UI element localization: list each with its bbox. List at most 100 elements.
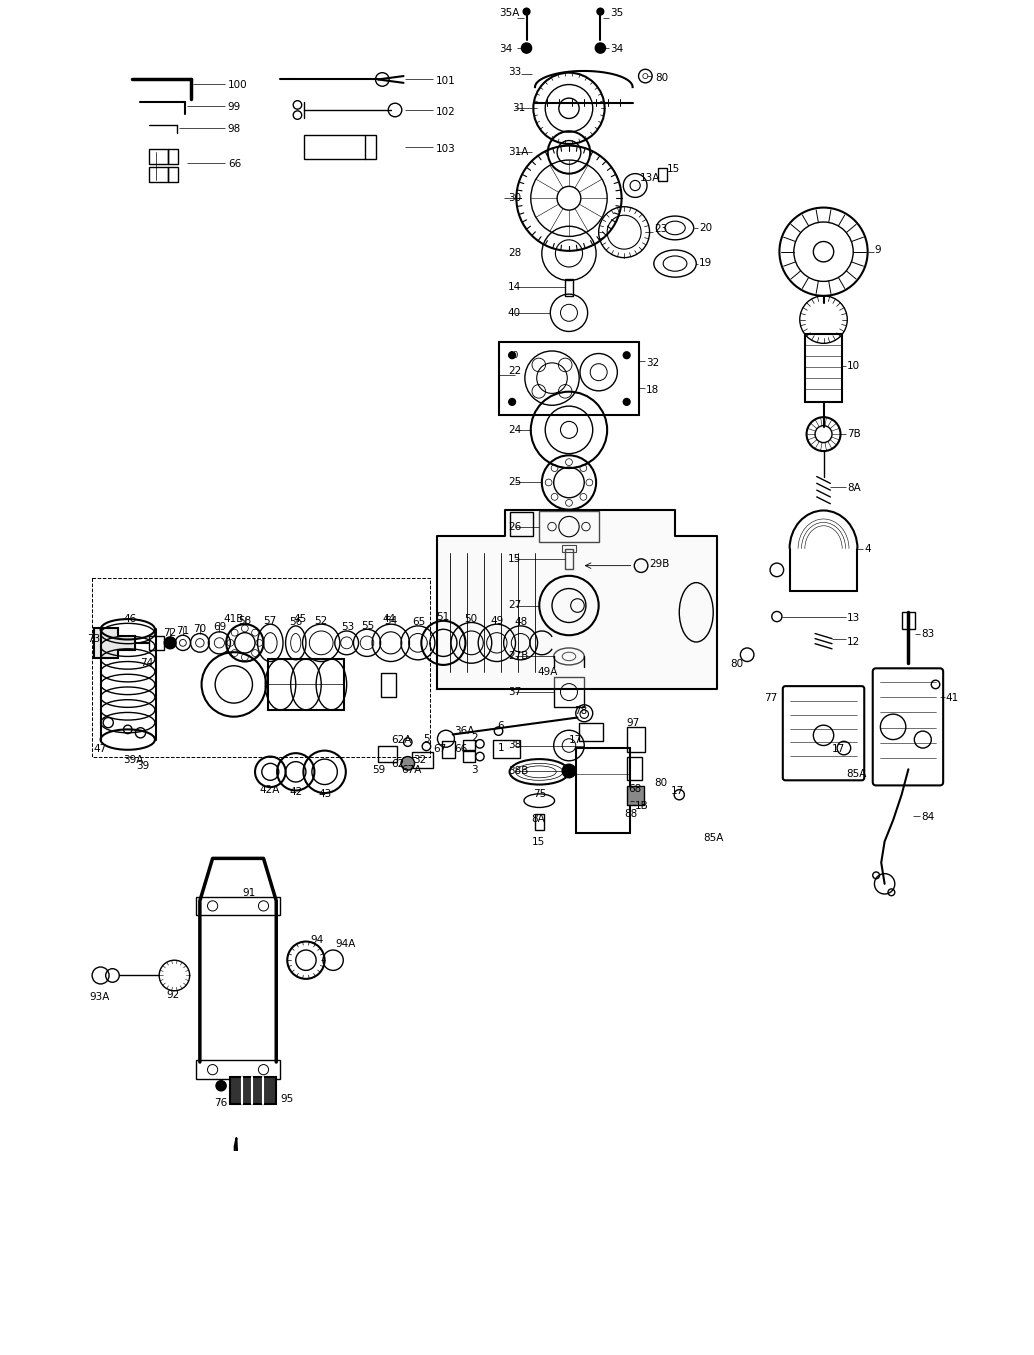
Text: 102: 102	[435, 107, 456, 117]
Text: 94: 94	[310, 935, 324, 944]
Text: 34: 34	[610, 43, 622, 54]
Circle shape	[216, 1081, 226, 1091]
Text: 76: 76	[214, 1098, 227, 1107]
Text: 6: 6	[497, 721, 504, 730]
Text: 1B: 1B	[635, 801, 649, 810]
Text: 99: 99	[227, 103, 241, 112]
Polygon shape	[437, 511, 718, 688]
Circle shape	[597, 8, 604, 15]
Text: 45: 45	[294, 614, 306, 625]
Text: 85A: 85A	[847, 770, 866, 779]
Text: 31: 31	[512, 103, 525, 114]
Text: 53: 53	[341, 622, 354, 633]
Text: 49: 49	[490, 615, 504, 626]
Bar	[553, 676, 584, 707]
Text: 38: 38	[508, 740, 521, 751]
Text: 17: 17	[671, 786, 685, 797]
Text: 101: 101	[435, 76, 456, 87]
Text: 5: 5	[423, 734, 430, 744]
Text: 103: 103	[435, 144, 456, 154]
Text: 23: 23	[653, 224, 667, 233]
Text: 17: 17	[832, 744, 845, 753]
Text: 55: 55	[361, 621, 374, 631]
Text: 31A: 31A	[508, 148, 528, 157]
Text: 33: 33	[508, 66, 521, 77]
Text: 30: 30	[508, 194, 521, 203]
Polygon shape	[235, 1138, 262, 1355]
Text: 98: 98	[227, 125, 241, 134]
Text: 48: 48	[515, 618, 528, 627]
Text: 36A: 36A	[454, 726, 475, 736]
Text: 66: 66	[454, 744, 467, 753]
Text: 80: 80	[656, 73, 669, 83]
Text: 92: 92	[165, 991, 179, 1000]
Text: 13: 13	[847, 614, 860, 623]
Circle shape	[521, 43, 531, 53]
Bar	[195, 1061, 280, 1079]
Text: 42A: 42A	[260, 785, 279, 794]
Circle shape	[509, 352, 516, 359]
Bar	[627, 786, 643, 805]
Text: 14: 14	[508, 282, 521, 293]
Text: 100: 100	[227, 80, 247, 91]
Text: 2: 2	[472, 733, 478, 743]
Text: 43: 43	[318, 789, 332, 799]
Bar	[463, 740, 475, 749]
Bar	[168, 167, 178, 182]
Text: 9: 9	[875, 245, 881, 255]
Text: 1: 1	[497, 743, 505, 753]
Bar	[627, 726, 645, 752]
Text: 18: 18	[646, 385, 660, 394]
Text: 7B: 7B	[847, 430, 861, 439]
Bar	[304, 136, 376, 159]
Bar	[442, 741, 455, 759]
Bar	[627, 756, 642, 780]
Text: 19: 19	[699, 259, 712, 268]
Bar	[92, 579, 430, 756]
Circle shape	[562, 764, 576, 778]
Circle shape	[164, 637, 176, 649]
Bar	[195, 897, 280, 915]
Bar	[149, 149, 168, 164]
Text: 28: 28	[508, 248, 521, 259]
Text: 54: 54	[384, 615, 397, 626]
Text: 67: 67	[433, 744, 447, 753]
Text: 62: 62	[391, 759, 404, 770]
Text: 75: 75	[534, 789, 547, 799]
Text: 24: 24	[508, 424, 521, 435]
Circle shape	[624, 352, 630, 359]
Text: 25: 25	[508, 477, 521, 488]
Text: 41: 41	[946, 692, 959, 703]
Text: 42: 42	[288, 787, 302, 797]
Polygon shape	[94, 627, 134, 659]
Text: 91: 91	[242, 888, 255, 898]
Text: 77: 77	[764, 692, 778, 703]
Text: 73: 73	[87, 634, 100, 645]
Text: 46: 46	[123, 614, 136, 625]
Circle shape	[624, 398, 630, 405]
Text: 58: 58	[238, 615, 251, 626]
Text: 8A: 8A	[847, 484, 861, 493]
Text: 88: 88	[625, 809, 637, 820]
Bar	[412, 752, 433, 767]
Bar	[902, 612, 915, 629]
Bar	[576, 748, 630, 833]
Bar	[804, 333, 842, 402]
Bar	[268, 659, 344, 710]
Text: 32: 32	[413, 755, 426, 764]
Text: 40: 40	[508, 351, 519, 360]
Text: 32: 32	[646, 358, 660, 367]
Circle shape	[523, 8, 530, 15]
Circle shape	[401, 756, 415, 770]
Text: 15: 15	[508, 554, 521, 564]
Bar	[565, 279, 573, 295]
Text: 15: 15	[531, 837, 545, 847]
Text: 78: 78	[574, 706, 587, 715]
Bar	[149, 635, 164, 649]
Text: 72: 72	[163, 627, 177, 638]
Text: 4: 4	[864, 545, 871, 554]
Text: 52: 52	[314, 615, 328, 626]
Text: 27B: 27B	[508, 652, 528, 661]
Polygon shape	[94, 627, 134, 659]
Text: 29B: 29B	[649, 558, 670, 569]
